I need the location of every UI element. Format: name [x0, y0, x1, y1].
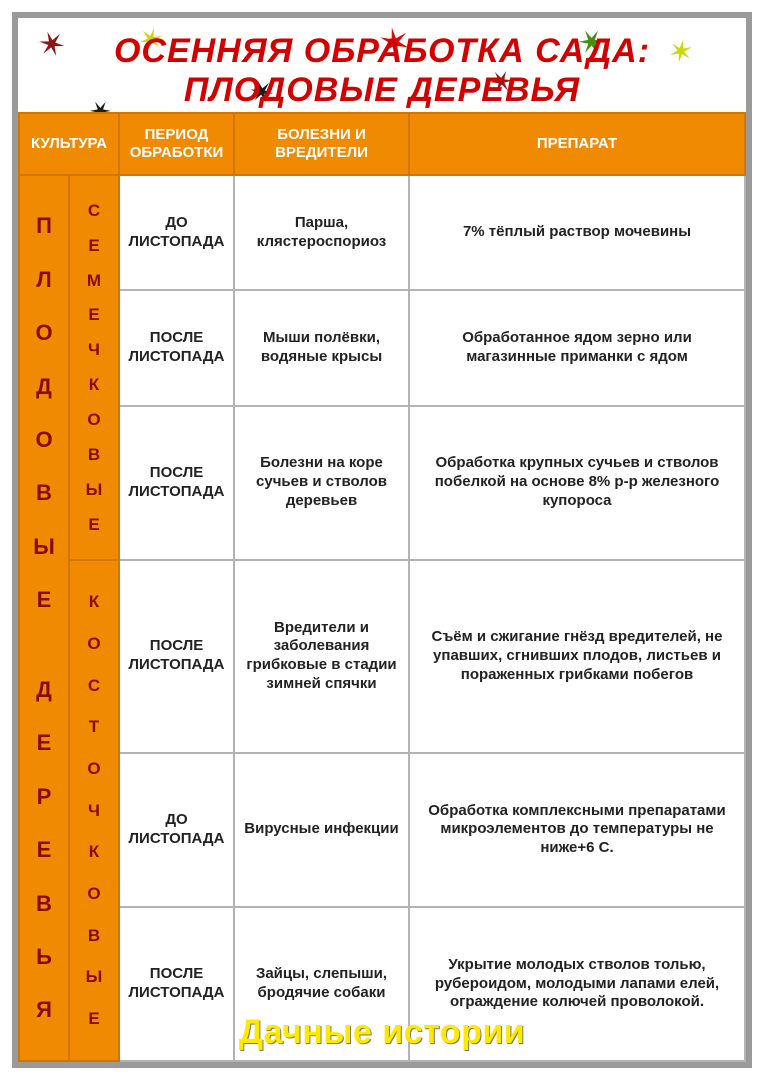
period-cell: ПОСЛЕ ЛИСТОПАДА [119, 406, 234, 560]
period-cell: ДО ЛИСТОПАДА [119, 175, 234, 290]
disease-cell: Вредители и заболевания грибковые в стад… [234, 560, 409, 753]
preparation-cell: 7% тёплый раствор мочевины [409, 175, 745, 290]
header-period: ПЕРИОД ОБРАБОТКИ [119, 113, 234, 175]
preparation-cell: Обработка комплексными препаратами микро… [409, 753, 745, 907]
disease-cell: Мыши полёвки, водяные крысы [234, 290, 409, 405]
culture-sub2-label: КОСТОЧКОВЫЕ [70, 571, 118, 1050]
table-row: ДО ЛИСТОПАДА Вирусные инфекции Обработка… [19, 753, 745, 907]
page-title: ОСЕННЯЯ ОБРАБОТКА САДА: ПЛОДОВЫЕ ДЕРЕВЬЯ [18, 18, 746, 112]
table-row: ПЛОДОВЫЕ ДЕРЕВЬЯ СЕМЕЧКОВЫЕ ДО ЛИСТОПАДА… [19, 175, 745, 290]
preparation-cell: Укрытие молодых стволов толью, рубероидо… [409, 907, 745, 1061]
culture-main-cell: ПЛОДОВЫЕ ДЕРЕВЬЯ [19, 175, 69, 1061]
header-preparation: ПРЕПАРАТ [409, 113, 745, 175]
table-header-row: КУЛЬТУРА ПЕРИОД ОБРАБОТКИ БОЛЕЗНИ И ВРЕД… [19, 113, 745, 175]
infographic-frame: ✶✶✶✶✶✶✶✶✶✶✶✶✶✶✶✶✶✶✶✶✶✶✶✶✶✶✶✶✶✶✶✶✶ ОСЕННЯ… [12, 12, 752, 1068]
disease-cell: Болезни на коре сучьев и стволов деревье… [234, 406, 409, 560]
preparation-cell: Обработанное ядом зерно или магазинные п… [409, 290, 745, 405]
period-cell: ПОСЛЕ ЛИСТОПАДА [119, 290, 234, 405]
treatment-table: КУЛЬТУРА ПЕРИОД ОБРАБОТКИ БОЛЕЗНИ И ВРЕД… [18, 112, 746, 1062]
period-cell: ДО ЛИСТОПАДА [119, 753, 234, 907]
table-row: ПОСЛЕ ЛИСТОПАДА Зайцы, слепыши, бродячие… [19, 907, 745, 1061]
culture-sub1-label: СЕМЕЧКОВЫЕ [70, 186, 118, 548]
table-row: КОСТОЧКОВЫЕ ПОСЛЕ ЛИСТОПАДА Вредители и … [19, 560, 745, 753]
period-cell: ПОСЛЕ ЛИСТОПАДА [119, 907, 234, 1061]
table-row: ПОСЛЕ ЛИСТОПАДА Мыши полёвки, водяные кр… [19, 290, 745, 405]
table-row: ПОСЛЕ ЛИСТОПАДА Болезни на коре сучьев и… [19, 406, 745, 560]
disease-cell: Парша, клястероспориоз [234, 175, 409, 290]
header-disease: БОЛЕЗНИ И ВРЕДИТЕЛИ [234, 113, 409, 175]
title-line-2: ПЛОДОВЫЕ ДЕРЕВЬЯ [28, 71, 736, 110]
content-wrapper: ОСЕННЯЯ ОБРАБОТКА САДА: ПЛОДОВЫЕ ДЕРЕВЬЯ… [18, 18, 746, 1062]
preparation-cell: Съём и сжигание гнёзд вредителей, не упа… [409, 560, 745, 753]
culture-main-label: ПЛОДОВЫЕ ДЕРЕВЬЯ [20, 186, 68, 1050]
title-line-1: ОСЕННЯЯ ОБРАБОТКА САДА: [114, 32, 650, 70]
period-cell: ПОСЛЕ ЛИСТОПАДА [119, 560, 234, 753]
culture-sub2-cell: КОСТОЧКОВЫЕ [69, 560, 119, 1061]
disease-cell: Вирусные инфекции [234, 753, 409, 907]
preparation-cell: Обработка крупных сучьев и стволов побел… [409, 406, 745, 560]
header-culture: КУЛЬТУРА [19, 113, 119, 175]
disease-cell: Зайцы, слепыши, бродячие собаки [234, 907, 409, 1061]
culture-sub1-cell: СЕМЕЧКОВЫЕ [69, 175, 119, 559]
